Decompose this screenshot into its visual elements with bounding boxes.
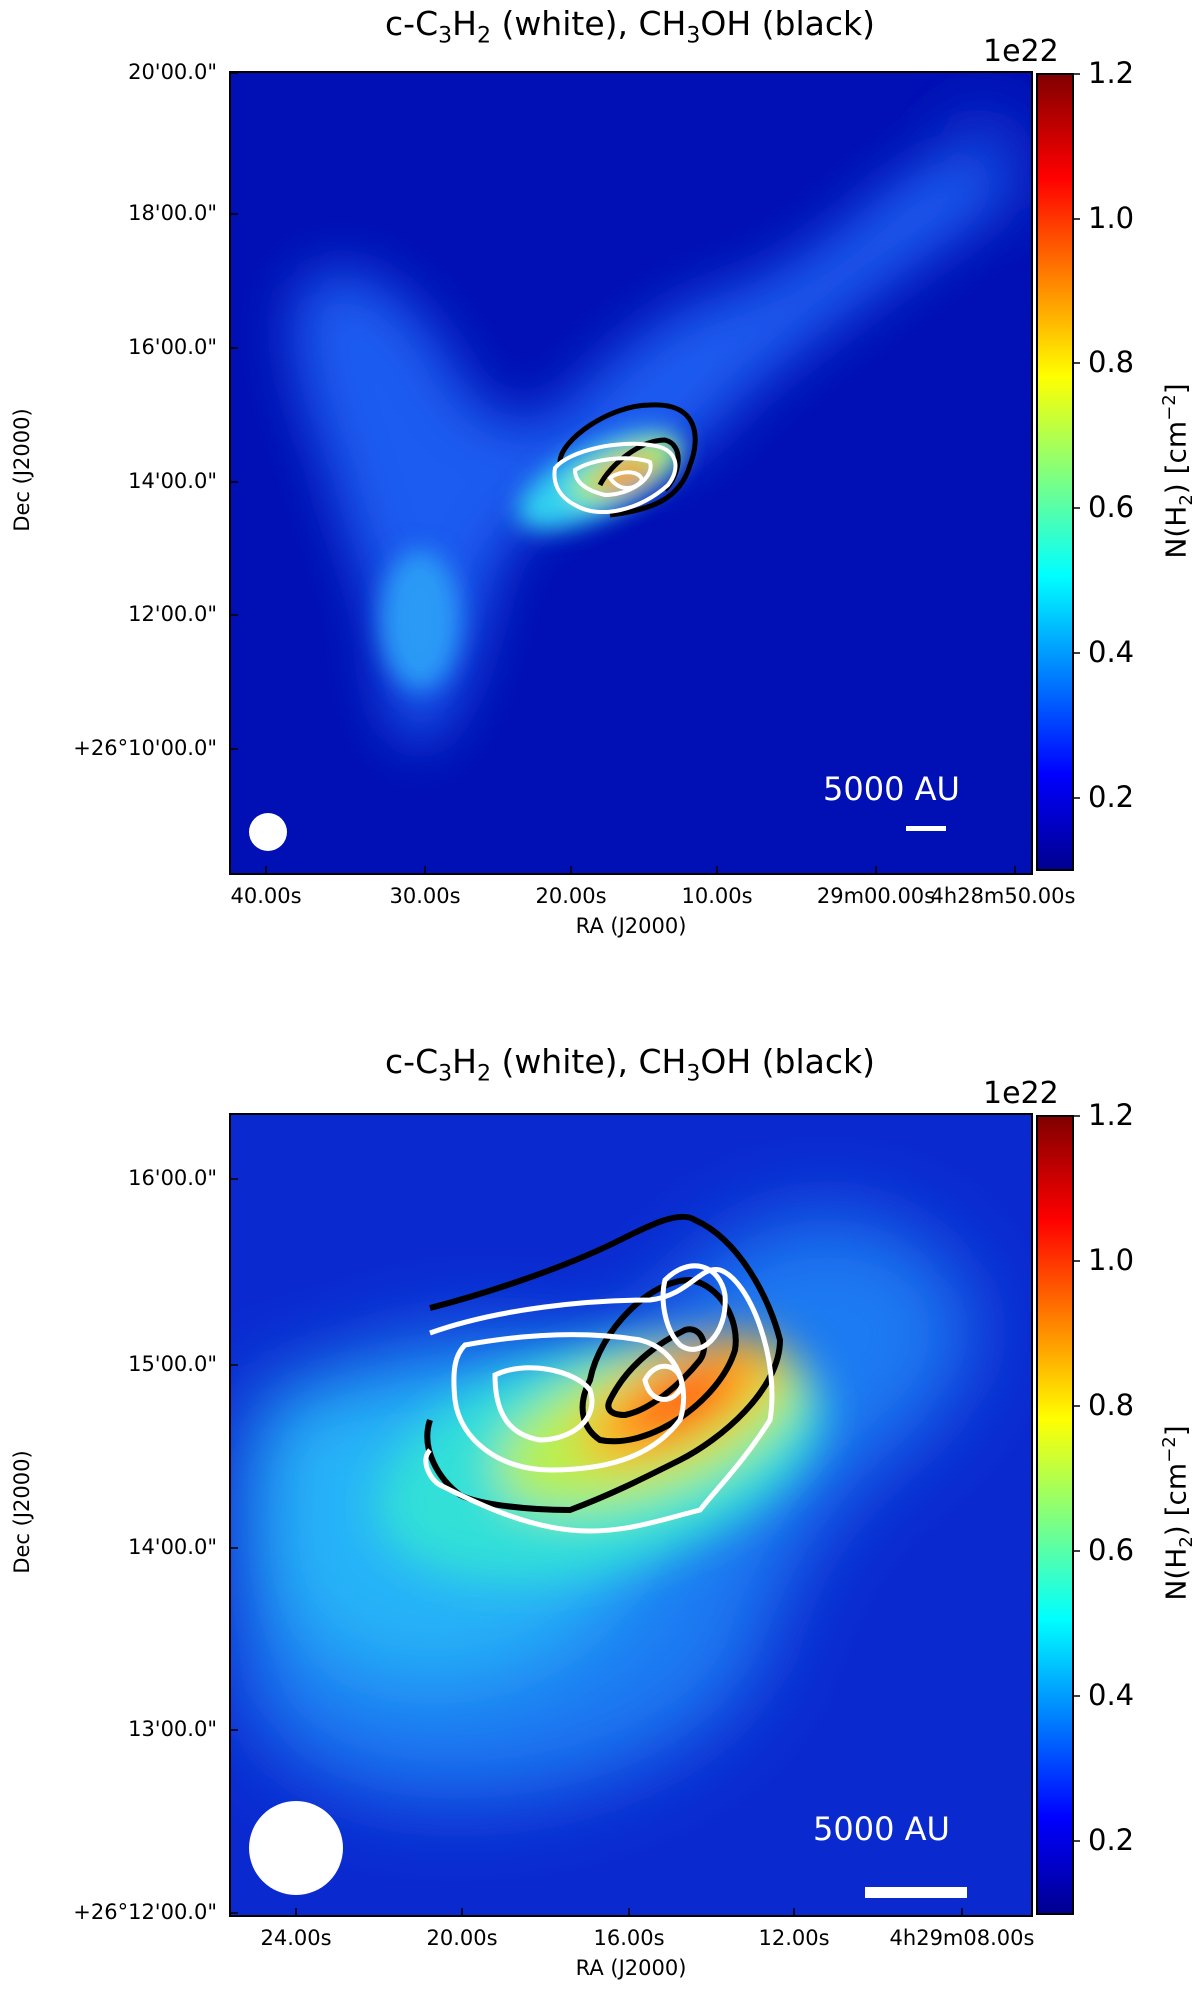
x-axis-label: RA (J2000) bbox=[575, 1956, 687, 1980]
x-tick-label: 40.00s bbox=[230, 884, 302, 908]
x-tick-label: 20.00s bbox=[535, 884, 607, 908]
x-tick-label: 4h29m08.00s bbox=[889, 1926, 1035, 1950]
colorbar-tick-label: 1.2 bbox=[1088, 1098, 1135, 1132]
beam-circle bbox=[249, 813, 287, 851]
x-axis-label: RA (J2000) bbox=[575, 914, 687, 938]
contours-c3h2 bbox=[552, 441, 678, 514]
chart-title: c-C3H2 (white), CH3OH (black) bbox=[385, 4, 875, 49]
colorbar-tick-label: 0.6 bbox=[1088, 1533, 1135, 1567]
colorbar-tick-label: 1.2 bbox=[1088, 56, 1135, 90]
y-tick-label: 13'00.0" bbox=[128, 1717, 217, 1741]
colorbar-tick-label: 0.2 bbox=[1088, 780, 1135, 814]
x-tick-label: 29m00.00s bbox=[816, 884, 936, 908]
chart-panel-zoom: c-C3H2 (white), CH3OH (black) bbox=[0, 1040, 1200, 2010]
colorbar-tick-label: 0.8 bbox=[1088, 1388, 1135, 1422]
contours-c3h2 bbox=[423, 1263, 775, 1534]
scale-bar-label: 5000 AU bbox=[813, 1810, 950, 1848]
colorbar-exponent: 1e22 bbox=[983, 1076, 1059, 1111]
scale-bar bbox=[865, 1887, 967, 1898]
y-tick-label: 15'00.0" bbox=[128, 1352, 217, 1376]
colorbar-tick-label: 1.0 bbox=[1088, 1243, 1135, 1277]
y-axis-label: Dec (J2000) bbox=[10, 1450, 34, 1574]
y-tick-label: 12'00.0" bbox=[128, 602, 217, 626]
y-tick-label: 20'00.0" bbox=[128, 60, 217, 84]
y-tick-label: 16'00.0" bbox=[128, 1166, 217, 1190]
x-tick-label: 4h28m50.00s bbox=[930, 884, 1076, 908]
x-tick-label: 10.00s bbox=[681, 884, 753, 908]
axis-ticks bbox=[230, 1178, 963, 1916]
beam-circle bbox=[249, 1801, 343, 1895]
colorbar-tick-label: 0.6 bbox=[1088, 490, 1135, 524]
x-tick-label: 24.00s bbox=[260, 1926, 332, 1950]
scale-bar-label: 5000 AU bbox=[823, 770, 960, 808]
colorbar-tick-label: 1.0 bbox=[1088, 201, 1135, 235]
colorbar-ticks bbox=[1073, 1115, 1080, 1842]
plot-frame bbox=[229, 71, 1033, 875]
axis-ticks bbox=[230, 72, 1016, 874]
plot-frame bbox=[229, 1113, 1033, 1917]
y-tick-label: 16'00.0" bbox=[128, 335, 217, 359]
colorbar-tick-label: 0.8 bbox=[1088, 345, 1135, 379]
chart-svg bbox=[229, 1113, 1080, 1917]
y-axis-label: Dec (J2000) bbox=[10, 408, 34, 532]
colorbar-tick-label: 0.2 bbox=[1088, 1823, 1135, 1857]
chart-title: c-C3H2 (white), CH3OH (black) bbox=[385, 1042, 875, 1087]
heatmap-image bbox=[230, 72, 1032, 874]
x-tick-label: 12.00s bbox=[758, 1926, 830, 1950]
y-tick-label: 14'00.0" bbox=[128, 469, 217, 493]
colorbar bbox=[1037, 1116, 1073, 1914]
scale-bar bbox=[906, 826, 946, 831]
x-tick-label: 16.00s bbox=[593, 1926, 665, 1950]
colorbar-tick-label: 0.4 bbox=[1088, 635, 1135, 669]
y-tick-label: +26°12'00.0" bbox=[73, 1900, 217, 1924]
y-tick-label: 14'00.0" bbox=[128, 1535, 217, 1559]
colorbar-tick-label: 0.4 bbox=[1088, 1678, 1135, 1712]
chart-panel-wide: c-C3H2 (white), CH3OH (black) bbox=[0, 0, 1200, 970]
colorbar-exponent: 1e22 bbox=[983, 34, 1059, 69]
x-tick-label: 20.00s bbox=[426, 1926, 498, 1950]
colorbar-ticks bbox=[1073, 73, 1080, 799]
x-tick-label: 30.00s bbox=[389, 884, 461, 908]
colorbar-label: N(H2) [cm−2] bbox=[1159, 383, 1197, 559]
chart-svg bbox=[229, 71, 1080, 875]
colorbar bbox=[1037, 74, 1073, 870]
colorbar-label: N(H2) [cm−2] bbox=[1159, 1425, 1197, 1601]
y-tick-label: +26°10'00.0" bbox=[73, 736, 217, 760]
y-tick-label: 18'00.0" bbox=[128, 201, 217, 225]
